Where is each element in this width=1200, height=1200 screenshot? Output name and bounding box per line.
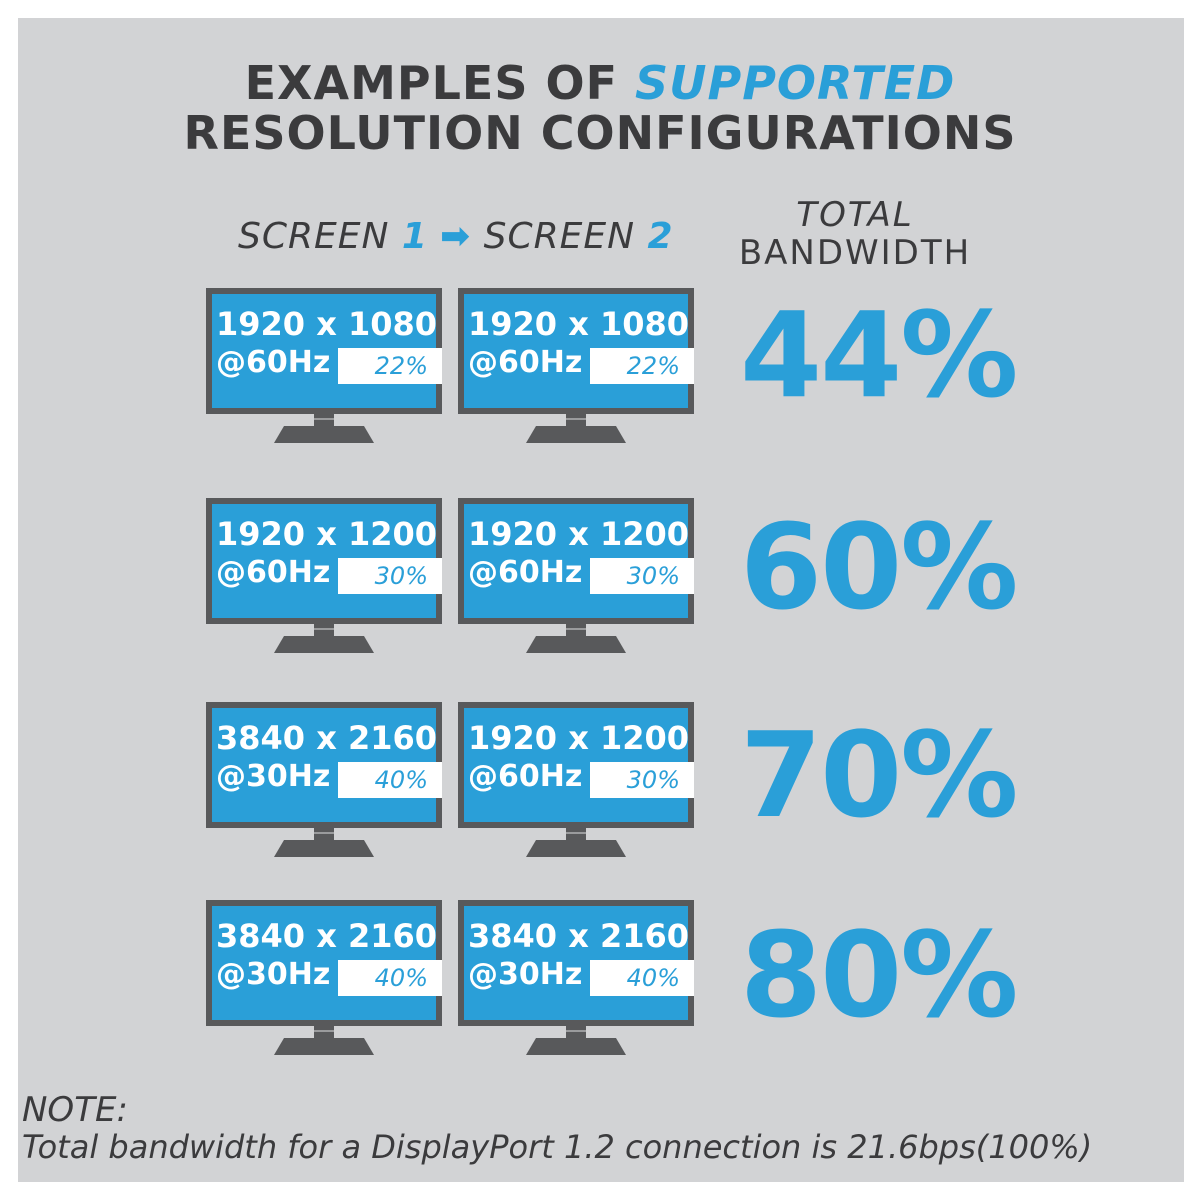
refresh-rate-label: @60Hz (468, 759, 583, 794)
refresh-rate-label: @60Hz (468, 345, 583, 380)
resolution-label: 3840 x 2160 (216, 917, 438, 955)
monitor-stand-base (274, 426, 374, 443)
resolution-label: 1920 x 1080 (216, 305, 438, 343)
resolution-label: 3840 x 2160 (216, 719, 438, 757)
bandwidth-percent-badge: 40% (590, 960, 694, 996)
refresh-rate-label: @30Hz (468, 957, 583, 992)
bandwidth-percent-badge: 22% (590, 348, 694, 384)
bandwidth-percent-badge: 40% (338, 762, 442, 798)
monitor-stand-neck (314, 408, 334, 428)
monitor-stand-neck (566, 1020, 586, 1040)
screen1-header-number: 1 (401, 216, 428, 257)
bandwidth-percent-badge: 40% (338, 960, 442, 996)
title-line-1: EXAMPLES OF SUPPORTED (0, 60, 1200, 106)
bandwidth-percent-badge: 30% (338, 558, 442, 594)
refresh-rate-label: @30Hz (216, 957, 331, 992)
arrow-right-icon: ➡ (440, 216, 472, 257)
screen2-header-label: SCREEN (483, 216, 636, 257)
monitor-stand-neck (566, 822, 586, 842)
resolution-label: 1920 x 1200 (468, 719, 690, 757)
screen2-header: ➡ SCREEN 2 (440, 216, 674, 257)
monitor-screen: 1920 x 1200 @60Hz 30% (464, 708, 694, 822)
bandwidth-percent-badge: 30% (590, 558, 694, 594)
monitor-stand-base (274, 636, 374, 653)
total-bandwidth-header-line1: TOTAL (796, 195, 914, 235)
resolution-label: 1920 x 1200 (216, 515, 438, 553)
monitor-stand-neck (314, 618, 334, 638)
screen2-header-number: 2 (647, 216, 674, 257)
resolution-label: 1920 x 1080 (468, 305, 690, 343)
total-bandwidth-row2: 60% (740, 498, 1018, 636)
title-line-2: RESOLUTION CONFIGURATIONS (183, 106, 1017, 160)
total-bandwidth-row1: 44% (740, 286, 1018, 424)
monitor-stand-base (526, 840, 626, 857)
monitor-row4-screen1: 3840 x 2160 @30Hz 40% (206, 900, 442, 1055)
monitor-screen: 1920 x 1080 @60Hz 22% (464, 294, 694, 408)
monitor-stand-neck (566, 408, 586, 428)
screen1-header: SCREEN 1 (238, 216, 428, 257)
monitor-screen: 1920 x 1080 @60Hz 22% (212, 294, 442, 408)
screen1-header-label: SCREEN (238, 216, 390, 257)
monitor-row4-screen2: 3840 x 2160 @30Hz 40% (458, 900, 694, 1055)
monitor-row2-screen1: 1920 x 1200 @60Hz 30% (206, 498, 442, 653)
monitor-screen: 1920 x 1200 @60Hz 30% (212, 504, 442, 618)
total-bandwidth-row3: 70% (740, 706, 1018, 844)
monitor-stand-neck (314, 822, 334, 842)
monitor-row3-screen2: 1920 x 1200 @60Hz 30% (458, 702, 694, 857)
resolution-label: 1920 x 1200 (468, 515, 690, 553)
monitor-row3-screen1: 3840 x 2160 @30Hz 40% (206, 702, 442, 857)
refresh-rate-label: @30Hz (216, 759, 331, 794)
monitor-screen: 3840 x 2160 @30Hz 40% (212, 708, 442, 822)
refresh-rate-label: @60Hz (216, 345, 331, 380)
monitor-screen: 1920 x 1200 @60Hz 30% (464, 504, 694, 618)
monitor-row1-screen1: 1920 x 1080 @60Hz 22% (206, 288, 442, 443)
title-prefix: EXAMPLES OF (244, 56, 618, 110)
monitor-row1-screen2: 1920 x 1080 @60Hz 22% (458, 288, 694, 443)
monitor-stand-base (526, 426, 626, 443)
total-bandwidth-header: TOTAL BANDWIDTH (735, 196, 975, 272)
monitor-screen: 3840 x 2160 @30Hz 40% (464, 906, 694, 1020)
note-label: NOTE: (22, 1090, 128, 1130)
total-bandwidth-row4: 80% (740, 906, 1018, 1044)
monitor-stand-base (526, 636, 626, 653)
monitor-stand-neck (314, 1020, 334, 1040)
title-accent: SUPPORTED (635, 56, 956, 110)
monitor-stand-base (274, 1038, 374, 1055)
monitor-stand-base (526, 1038, 626, 1055)
monitor-screen: 3840 x 2160 @30Hz 40% (212, 906, 442, 1020)
monitor-stand-neck (566, 618, 586, 638)
monitor-row2-screen2: 1920 x 1200 @60Hz 30% (458, 498, 694, 653)
bandwidth-percent-badge: 22% (338, 348, 442, 384)
note-text: Total bandwidth for a DisplayPort 1.2 co… (22, 1128, 1093, 1166)
resolution-label: 3840 x 2160 (468, 917, 690, 955)
bandwidth-percent-badge: 30% (590, 762, 694, 798)
total-bandwidth-header-line2: BANDWIDTH (738, 233, 972, 273)
refresh-rate-label: @60Hz (216, 555, 331, 590)
monitor-stand-base (274, 840, 374, 857)
refresh-rate-label: @60Hz (468, 555, 583, 590)
